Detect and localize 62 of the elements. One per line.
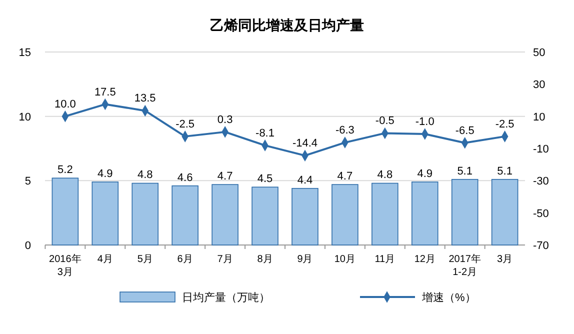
y2-tick-label: 50 — [533, 47, 546, 59]
data-label: 4.7 — [217, 170, 233, 183]
legend-label: 增速（%） — [421, 291, 476, 304]
data-label: -6.3 — [335, 124, 354, 137]
y-tick-label: 10 — [18, 111, 31, 124]
x-tick-label: 8月 — [257, 254, 273, 265]
bar — [491, 178, 518, 246]
bar — [92, 182, 119, 246]
data-label: 13.5 — [134, 92, 156, 105]
legend-label: 日均产量（万吨） — [182, 291, 270, 304]
data-label: 5.2 — [58, 164, 73, 176]
data-label: 17.5 — [94, 86, 116, 98]
bar — [372, 182, 398, 246]
y2-tick-label: -30 — [533, 176, 549, 188]
y2-tick-label: -50 — [533, 208, 549, 220]
data-label: 4.4 — [297, 174, 313, 186]
data-label: 5.1 — [457, 165, 472, 178]
bar — [132, 182, 159, 246]
data-label: 4.5 — [257, 173, 273, 186]
bar — [172, 185, 198, 246]
data-label: 4.8 — [137, 169, 153, 182]
y2-tick-label: -10 — [533, 144, 549, 156]
data-label: 4.9 — [98, 168, 113, 180]
y-tick-label: 5 — [24, 176, 31, 188]
x-tick-label: 10月 — [334, 254, 356, 265]
bar — [332, 184, 358, 246]
x-tick-label: 5月 — [137, 254, 153, 265]
y2-tick-label: -70 — [533, 240, 549, 252]
bar — [52, 178, 79, 246]
data-label: -1.0 — [415, 116, 434, 128]
x-tick-label: 3月 — [497, 254, 513, 265]
y2-tick-label: 30 — [533, 79, 546, 92]
data-label: -8.1 — [256, 127, 274, 140]
data-label: 4.7 — [337, 170, 353, 183]
data-label: 4.9 — [417, 168, 433, 180]
y2-tick-label: 10 — [533, 111, 546, 124]
data-label: 10.0 — [54, 98, 76, 110]
data-label: -6.5 — [455, 124, 474, 137]
data-label: 5.1 — [497, 165, 512, 178]
data-label: 4.8 — [377, 169, 393, 182]
bar — [252, 186, 278, 246]
data-label: -14.4 — [292, 138, 318, 150]
x-tick-label: 6月 — [177, 254, 193, 265]
x-tick-label: 9月 — [297, 254, 313, 265]
data-label: -0.5 — [375, 115, 394, 128]
x-tick-label: 7月 — [217, 254, 233, 265]
data-label: -2.5 — [495, 118, 514, 130]
bar — [411, 182, 438, 246]
y-tick-label: 15 — [18, 47, 31, 59]
bar — [451, 178, 478, 246]
bar — [292, 188, 318, 246]
data-label: 4.6 — [177, 172, 193, 184]
x-tick-label: 2017年 1-2月 — [448, 253, 481, 278]
x-tick-label: 2016年 3月 — [49, 253, 82, 278]
x-tick-label: 11月 — [374, 254, 396, 265]
data-label: 0.3 — [217, 114, 233, 126]
data-label: -2.5 — [176, 118, 195, 130]
chart-title: 乙烯同比增速及日均产量 — [210, 17, 364, 33]
bar — [212, 184, 238, 246]
x-tick-label: 4月 — [97, 254, 113, 265]
x-tick-label: 12月 — [414, 254, 436, 265]
y-tick-label: 0 — [24, 240, 31, 252]
